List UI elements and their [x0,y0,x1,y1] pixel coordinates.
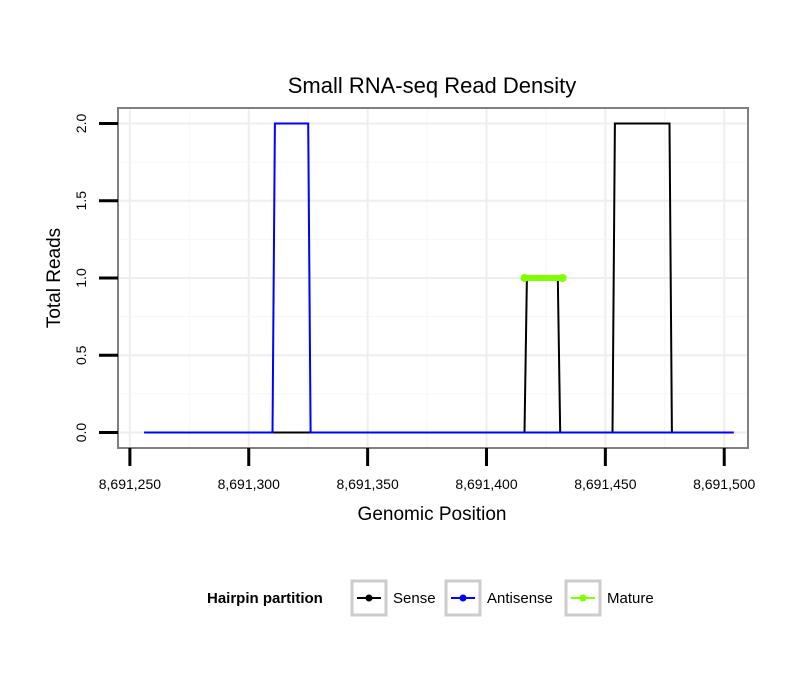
legend-key-point-antisense [459,594,467,602]
legend-label-antisense: Antisense [487,590,553,607]
legend-key-point-mature [579,594,587,602]
legend-key-point-sense [365,594,373,602]
y-tick-label: 0.0 [73,423,89,443]
x-tick-label: 8,691,350 [336,476,398,492]
x-tick-label: 8,691,400 [455,476,517,492]
chart-title: Small RNA-seq Read Density [288,73,577,98]
y-tick-label: 1.5 [73,191,89,211]
x-tick-label: 8,691,300 [218,476,280,492]
legend-label-mature: Mature [607,590,654,607]
y-tick-label: 0.5 [73,345,89,365]
y-tick-label: 1.0 [73,268,89,288]
legend-label-sense: Sense [393,590,436,607]
legend-title: Hairpin partition [207,590,323,607]
y-tick-label: 2.0 [73,114,89,134]
x-axis: 8,691,250 8,691,300 8,691,350 8,691,400 8,69… [99,448,756,492]
x-tick-label: 8,691,250 [99,476,161,492]
series-point-mature [520,274,529,282]
y-axis-title: Total Reads [44,228,65,328]
x-axis-title: Genomic Position [358,504,507,525]
x-tick-label: 8,691,450 [574,476,636,492]
y-axis: 0.0 0.5 1.0 1.5 2.0 [73,114,118,443]
series-line-antisense [144,122,734,434]
x-tick-label: 8,691,500 [693,476,755,492]
legend: Hairpin partition Sense Antisense Mature [207,579,654,617]
grid [118,108,748,448]
series-layer [144,122,734,434]
series-point-mature [558,274,567,282]
